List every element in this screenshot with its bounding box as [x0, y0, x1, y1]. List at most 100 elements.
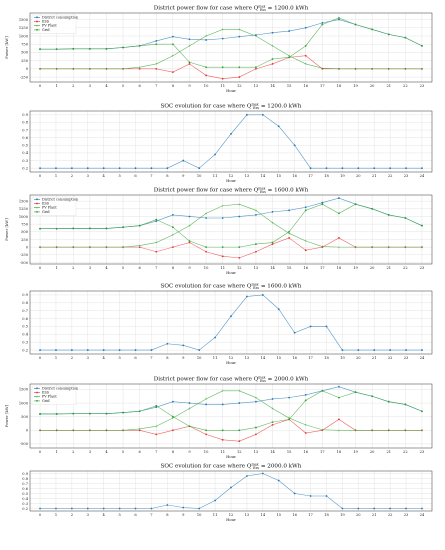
data-point — [198, 167, 201, 170]
x-tick-label: 3 — [89, 84, 92, 88]
data-point — [338, 18, 340, 21]
data-point — [182, 159, 185, 162]
chart-panel-1: District power flow for case where Qmax E… — [4, 5, 433, 93]
x-tick-label: 16 — [303, 266, 308, 270]
x-tick-label: 20 — [356, 356, 361, 360]
x-tick-label: 12 — [237, 266, 242, 270]
y-tick-label: 0 — [26, 245, 29, 249]
plot-frame — [29, 12, 433, 83]
x-tick-label: 21 — [372, 174, 377, 178]
x-tick-label: 2 — [72, 450, 74, 454]
x-tick-label: 16 — [292, 356, 297, 360]
legend-marker: + — [36, 206, 39, 210]
data-point: + — [221, 204, 224, 208]
x-tick-label: 16 — [292, 513, 297, 517]
data-point — [138, 246, 141, 249]
data-point — [246, 295, 248, 298]
data-point: + — [271, 221, 274, 225]
data-point — [188, 61, 191, 64]
data-point — [238, 35, 241, 38]
x-tick-label: 1 — [55, 356, 57, 360]
data-point: + — [354, 67, 357, 71]
y-tick-label: 0.3 — [22, 502, 28, 506]
data-point — [421, 410, 423, 413]
data-point — [321, 389, 324, 392]
data-point — [304, 432, 307, 434]
data-point — [182, 506, 185, 509]
data-point — [138, 429, 141, 432]
y-tick-label: 0.5 — [22, 325, 28, 329]
data-point — [304, 399, 307, 402]
data-point — [188, 241, 191, 244]
legend-marker — [36, 387, 38, 390]
data-point — [421, 224, 423, 227]
data-point — [221, 403, 224, 406]
y-axis-label: Power [kW] — [4, 218, 9, 241]
x-tick-label: 6 — [139, 450, 142, 454]
data-point — [72, 47, 75, 50]
data-point — [271, 398, 274, 400]
x-tick-label: 17 — [320, 450, 325, 454]
data-point — [171, 415, 174, 418]
data-point: + — [338, 245, 341, 249]
data-point — [214, 336, 216, 339]
x-tick-label: 18 — [337, 84, 342, 88]
y-tick-label: 0.2 — [22, 348, 28, 352]
plot-frame — [29, 470, 433, 512]
data-point — [238, 246, 241, 249]
legend-box — [31, 14, 77, 34]
x-tick-label: 24 — [420, 174, 425, 178]
data-point — [171, 226, 174, 229]
data-point — [39, 48, 41, 51]
x-tick-label: 19 — [353, 266, 358, 270]
data-point — [122, 411, 124, 414]
x-tick-label: 14 — [270, 450, 275, 454]
data-point: + — [238, 28, 241, 32]
data-point — [405, 349, 407, 351]
data-point — [86, 167, 89, 170]
x-tick-label: 5 — [122, 266, 125, 270]
legend-marker: + — [36, 24, 39, 28]
y-tick-label: 500 — [21, 51, 29, 55]
x-tick-label: 12 — [229, 356, 234, 360]
data-point — [288, 237, 291, 239]
data-point — [205, 74, 207, 77]
data-point — [271, 241, 274, 244]
x-tick-label: 8 — [166, 174, 169, 178]
legend-label: PV Plant — [42, 395, 57, 399]
data-point — [214, 499, 216, 502]
data-point — [255, 214, 257, 216]
data-point — [118, 349, 121, 351]
data-point — [105, 227, 108, 230]
data-point — [39, 67, 41, 70]
data-point — [102, 507, 105, 510]
data-point — [88, 47, 91, 50]
data-point: + — [138, 65, 141, 69]
x-tick-label: 10 — [204, 266, 209, 270]
data-point: + — [238, 389, 241, 393]
series-line-grid — [40, 390, 423, 431]
legend-label: PV Plant — [42, 206, 57, 210]
data-point: + — [338, 67, 341, 71]
series-line-pv-plant — [40, 203, 422, 248]
y-tick-label: 0 — [26, 429, 29, 433]
data-point: + — [288, 232, 291, 236]
legend-marker — [36, 20, 38, 23]
x-tick-label: 3 — [87, 174, 90, 178]
data-point — [271, 58, 274, 60]
x-tick-label: 14 — [261, 174, 266, 178]
x-tick-label: 18 — [337, 450, 342, 454]
x-tick-label: 1 — [56, 84, 58, 88]
x-tick-label: 15 — [276, 513, 281, 517]
data-point — [357, 507, 360, 510]
x-tick-label: 16 — [292, 174, 297, 178]
x-tick-label: 1 — [55, 174, 57, 178]
x-tick-label: 11 — [220, 266, 225, 270]
data-point: + — [371, 428, 374, 432]
x-tick-label: 0 — [39, 174, 42, 178]
data-point — [55, 48, 58, 51]
data-point: + — [255, 209, 258, 213]
x-tick-label: 10 — [197, 356, 202, 360]
y-tick-label: 0.5 — [22, 144, 28, 148]
